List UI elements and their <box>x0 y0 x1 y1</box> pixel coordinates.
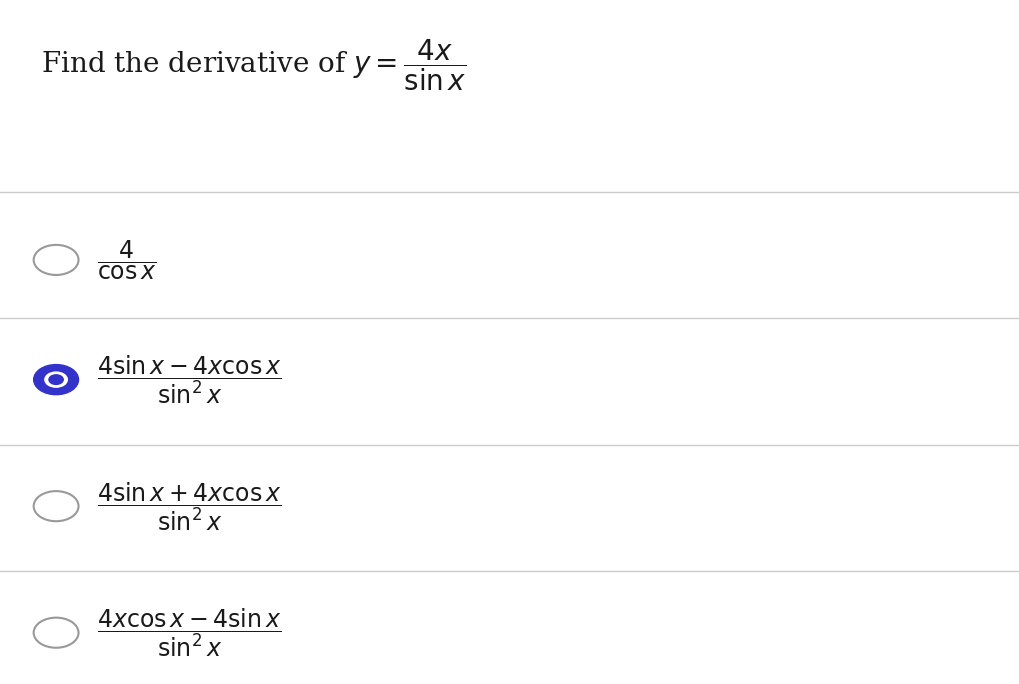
Circle shape <box>34 365 78 395</box>
Text: $\dfrac{4}{\cos x}$: $\dfrac{4}{\cos x}$ <box>97 238 157 282</box>
Circle shape <box>45 372 67 387</box>
Text: $\dfrac{4\sin x - 4x\cos x}{\sin^2 x}$: $\dfrac{4\sin x - 4x\cos x}{\sin^2 x}$ <box>97 353 281 406</box>
Circle shape <box>49 375 63 384</box>
Text: Find the derivative of $y = \dfrac{4x}{\sin x}$: Find the derivative of $y = \dfrac{4x}{\… <box>41 37 466 93</box>
Text: $\dfrac{4x\cos x - 4\sin x}{\sin^2 x}$: $\dfrac{4x\cos x - 4\sin x}{\sin^2 x}$ <box>97 606 281 659</box>
Text: $\dfrac{4\sin x + 4x\cos x}{\sin^2 x}$: $\dfrac{4\sin x + 4x\cos x}{\sin^2 x}$ <box>97 479 281 533</box>
